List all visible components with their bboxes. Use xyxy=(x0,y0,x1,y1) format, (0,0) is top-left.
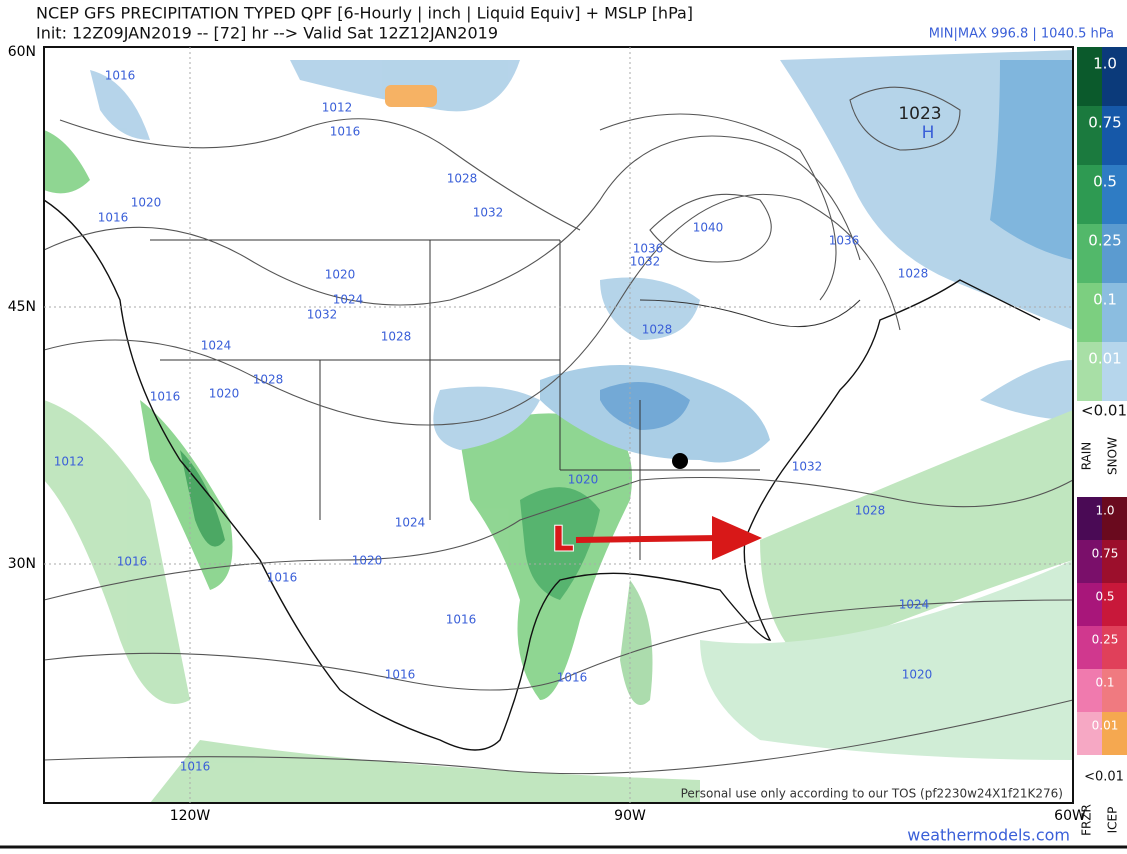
legend-swatch xyxy=(1102,283,1127,342)
legend-level: 0.5 xyxy=(1095,590,1114,604)
isobar-label: 1028 xyxy=(855,504,886,518)
lat-label: 45N xyxy=(8,299,36,315)
legend-swatch xyxy=(1077,669,1102,712)
isobar-label: 1024 xyxy=(395,516,426,530)
minmax: MIN|MAX 996.8 | 1040.5 hPa xyxy=(929,27,1114,42)
isobar-label: 1024 xyxy=(333,293,364,307)
isobar-label: 1016 xyxy=(150,390,181,404)
legend-swatch xyxy=(1077,626,1102,669)
isobar-label: 1032 xyxy=(630,255,661,269)
isobar-label: 1016 xyxy=(105,69,136,83)
isobar-label: 1016 xyxy=(385,668,416,682)
legend-icep: ICEP xyxy=(1106,807,1120,834)
isobar-label: 1024 xyxy=(201,339,232,353)
legend-swatch xyxy=(1077,106,1102,165)
isobar-label: 1020 xyxy=(131,196,162,210)
legend-swatch xyxy=(1102,540,1127,583)
legend-swatch xyxy=(1077,342,1102,401)
legend-swatch xyxy=(1102,224,1127,283)
isobar-label: 1032 xyxy=(307,308,338,322)
isobar-label: 1028 xyxy=(898,267,929,281)
site: weathermodels.com xyxy=(907,826,1070,845)
legend-swatch xyxy=(1102,47,1127,106)
isobar-label: 1012 xyxy=(54,455,85,469)
legend-below: <0.01 xyxy=(1081,402,1127,420)
legend-swatch xyxy=(1077,283,1102,342)
legend-swatch xyxy=(1102,712,1127,755)
legend-swatch xyxy=(1077,583,1102,626)
legend-swatch xyxy=(1077,497,1102,540)
isobar-label: 1016 xyxy=(98,211,129,225)
isobar-label: 1028 xyxy=(447,172,478,186)
legend-swatch xyxy=(1102,165,1127,224)
legend-frzr: FRZR xyxy=(1080,804,1094,836)
isobar-label: 1020 xyxy=(209,387,240,401)
lon-label: 60W xyxy=(1054,808,1086,824)
legend-swatch xyxy=(1102,342,1127,401)
legend-level: 0.5 xyxy=(1093,173,1117,191)
legend-swatch xyxy=(1077,165,1102,224)
legend-below: <0.01 xyxy=(1084,770,1124,785)
legend-level: 0.75 xyxy=(1088,114,1121,132)
lon-label: 120W xyxy=(170,808,211,824)
isobar-label: 1036 xyxy=(829,234,860,248)
legend-swatch xyxy=(1077,224,1102,283)
notice: Personal use only according to our TOS (… xyxy=(681,787,1063,801)
legend-level: 0.1 xyxy=(1093,291,1117,309)
isobar-label: 1036 xyxy=(633,242,664,256)
legend-level: 0.25 xyxy=(1088,232,1121,250)
lat-label: 30N xyxy=(8,556,36,572)
isobar-label: 1028 xyxy=(381,330,412,344)
legend-level: 0.1 xyxy=(1095,676,1114,690)
lat-label: 60N xyxy=(8,44,36,60)
isobar-label: 1016 xyxy=(180,760,211,774)
title: NCEP GFS PRECIPITATION TYPED QPF [6-Hour… xyxy=(36,4,693,23)
legend-level: 0.01 xyxy=(1088,350,1121,368)
legend-swatch xyxy=(1102,669,1127,712)
isobar-label: 1012 xyxy=(322,101,353,115)
high-center: H xyxy=(922,123,935,143)
isobar-label: 1028 xyxy=(642,323,673,337)
isobar-label: 1020 xyxy=(902,668,933,682)
isobar-label: 1032 xyxy=(473,206,504,220)
map-frame xyxy=(43,46,1074,804)
isobar-label: 1016 xyxy=(117,555,148,569)
isobar-label: 1024 xyxy=(899,598,930,612)
isobar-label: 1032 xyxy=(792,460,823,474)
legend-level: 1.0 xyxy=(1095,504,1114,518)
legend-swatch xyxy=(1077,47,1102,106)
legend-swatch xyxy=(1077,540,1102,583)
lon-label: 90W xyxy=(614,808,646,824)
legend-swatch xyxy=(1102,497,1127,540)
legend-level: 1.0 xyxy=(1093,55,1117,73)
isobar-label: 1040 xyxy=(693,221,724,235)
isobar-label: 1020 xyxy=(325,268,356,282)
map-area xyxy=(43,47,1074,803)
high-value: 1023 xyxy=(898,104,941,124)
legend-swatch xyxy=(1102,583,1127,626)
low-center: L xyxy=(552,520,574,560)
isobar-label: 1028 xyxy=(253,373,284,387)
legend-swatch xyxy=(1077,712,1102,755)
isobar-label: 1020 xyxy=(568,473,599,487)
legend-rain: RAIN xyxy=(1080,442,1094,471)
isobar-label: 1016 xyxy=(330,125,361,139)
isobar-label: 1016 xyxy=(446,613,477,627)
isobar-label: 1020 xyxy=(352,554,383,568)
legend-level: 0.75 xyxy=(1092,547,1119,561)
legend-level: 0.25 xyxy=(1092,633,1119,647)
legend-swatch xyxy=(1102,106,1127,165)
isobar-label: 1016 xyxy=(267,571,298,585)
legend-snow: SNOW xyxy=(1106,437,1120,475)
legend-swatch xyxy=(1102,626,1127,669)
legend-level: 0.01 xyxy=(1092,719,1119,733)
subtitle: Init: 12Z09JAN2019 -- [72] hr --> Valid … xyxy=(36,24,498,43)
isobar-label: 1016 xyxy=(557,671,588,685)
